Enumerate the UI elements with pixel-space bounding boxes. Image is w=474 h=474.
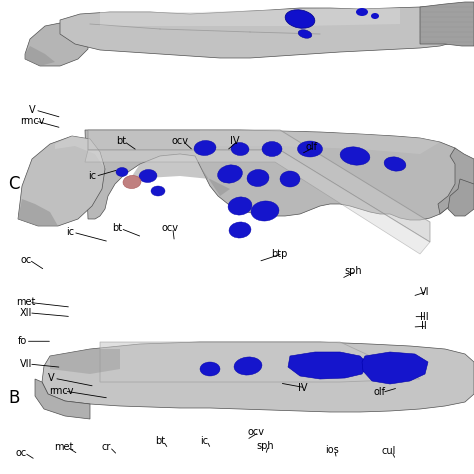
Text: ic: ic	[200, 436, 208, 446]
Text: VI: VI	[419, 286, 429, 297]
Polygon shape	[130, 154, 230, 196]
Ellipse shape	[234, 357, 262, 375]
Polygon shape	[25, 46, 55, 66]
Ellipse shape	[229, 222, 251, 238]
Ellipse shape	[151, 186, 165, 196]
Text: sph: sph	[256, 440, 274, 451]
Ellipse shape	[298, 141, 322, 157]
Ellipse shape	[356, 8, 368, 16]
Ellipse shape	[116, 167, 128, 176]
Text: fo: fo	[18, 336, 27, 346]
Polygon shape	[362, 352, 428, 384]
Polygon shape	[288, 352, 368, 379]
Text: VII: VII	[20, 359, 32, 369]
Text: ios: ios	[325, 445, 339, 456]
Text: met: met	[55, 442, 73, 452]
Text: rmcv: rmcv	[49, 386, 74, 396]
Text: ocv: ocv	[247, 427, 264, 438]
Ellipse shape	[228, 197, 252, 215]
Ellipse shape	[218, 165, 242, 183]
Text: oc: oc	[20, 255, 32, 265]
Polygon shape	[88, 130, 430, 242]
Polygon shape	[100, 8, 400, 26]
Polygon shape	[448, 179, 474, 216]
Polygon shape	[85, 150, 430, 254]
Text: ic: ic	[88, 171, 97, 182]
Polygon shape	[18, 136, 105, 226]
Text: bt: bt	[155, 436, 165, 446]
Polygon shape	[35, 379, 90, 419]
Text: rmcv: rmcv	[20, 116, 45, 126]
Ellipse shape	[200, 362, 220, 376]
Ellipse shape	[384, 157, 406, 171]
Ellipse shape	[231, 143, 249, 155]
Text: bt: bt	[112, 223, 123, 234]
Text: btp: btp	[272, 248, 288, 259]
Text: olf: olf	[306, 142, 318, 152]
Ellipse shape	[285, 10, 315, 28]
Polygon shape	[42, 342, 474, 412]
Ellipse shape	[298, 30, 312, 38]
Polygon shape	[25, 22, 88, 66]
Text: II: II	[421, 321, 427, 331]
Text: sph: sph	[344, 266, 362, 276]
Ellipse shape	[123, 175, 141, 189]
Ellipse shape	[194, 140, 216, 155]
Polygon shape	[100, 342, 420, 382]
Polygon shape	[18, 199, 58, 226]
Polygon shape	[420, 2, 474, 46]
Polygon shape	[85, 130, 464, 220]
Ellipse shape	[340, 147, 370, 165]
Text: oc: oc	[16, 447, 27, 458]
Text: V: V	[29, 105, 36, 115]
Text: IV: IV	[230, 136, 239, 146]
Text: olf: olf	[373, 387, 385, 398]
Text: cr: cr	[102, 442, 111, 452]
Polygon shape	[438, 148, 474, 214]
Text: cul: cul	[382, 446, 396, 456]
Text: IV: IV	[298, 383, 307, 393]
Polygon shape	[50, 349, 120, 374]
Text: ic: ic	[66, 227, 74, 237]
Ellipse shape	[247, 170, 269, 187]
Ellipse shape	[280, 171, 300, 187]
Polygon shape	[55, 136, 105, 169]
Text: V: V	[48, 373, 55, 383]
Text: XII: XII	[20, 308, 32, 318]
Ellipse shape	[262, 142, 282, 156]
Text: B: B	[8, 389, 19, 407]
Text: met: met	[17, 297, 36, 308]
Text: bt: bt	[116, 136, 126, 146]
Text: C: C	[8, 175, 19, 193]
Ellipse shape	[371, 13, 379, 19]
Ellipse shape	[251, 201, 279, 221]
Ellipse shape	[139, 170, 157, 182]
Text: III: III	[420, 311, 428, 322]
Polygon shape	[60, 7, 462, 58]
Text: ocv: ocv	[161, 222, 178, 233]
Polygon shape	[200, 130, 440, 154]
Text: ocv: ocv	[172, 136, 189, 146]
